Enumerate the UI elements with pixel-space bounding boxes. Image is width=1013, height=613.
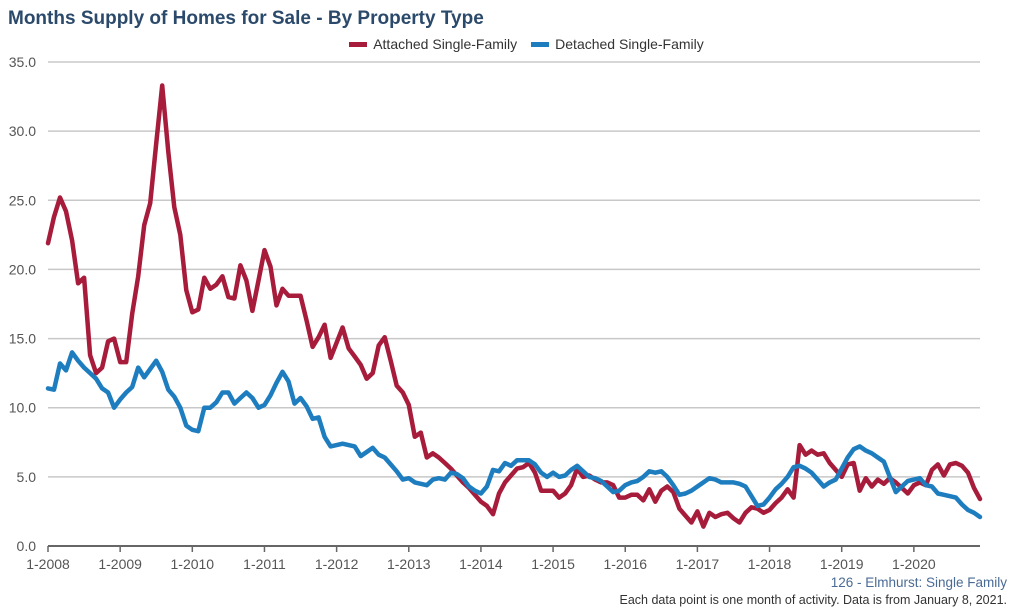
legend-label-attached: Attached Single-Family bbox=[373, 36, 518, 52]
series-lines bbox=[45, 83, 983, 529]
x-tick-label: 1-2020 bbox=[892, 556, 936, 572]
legend-label-detached: Detached Single-Family bbox=[555, 36, 704, 52]
y-tick-label: 35.0 bbox=[9, 54, 36, 70]
x-tick-label: 1-2017 bbox=[676, 556, 720, 572]
y-tick-label: 30.0 bbox=[9, 123, 36, 139]
legend-swatch-attached bbox=[349, 41, 368, 47]
x-tick-label: 1-2010 bbox=[171, 556, 215, 572]
series-line-detached bbox=[45, 350, 983, 520]
legend-item-detached[interactable]: Detached Single-Family bbox=[531, 36, 704, 52]
x-axis: 1-2008 1-2009 1-2010 1-2011 1-2012 1-2013 1-20… bbox=[26, 546, 936, 572]
footnote: Each data point is one month of activity… bbox=[619, 593, 1007, 607]
chart-title: Months Supply of Homes for Sale - By Pro… bbox=[8, 8, 484, 29]
series-line-attached bbox=[45, 83, 983, 529]
y-tick-label: 15.0 bbox=[9, 331, 36, 347]
x-tick-label: 1-2009 bbox=[98, 556, 142, 572]
legend-swatch-detached bbox=[531, 41, 550, 47]
y-tick-label: 20.0 bbox=[9, 261, 36, 277]
x-tick-label: 1-2018 bbox=[748, 556, 792, 572]
x-tick-label: 1-2011 bbox=[243, 556, 286, 572]
x-tick-label: 1-2013 bbox=[387, 556, 431, 572]
legend-item-attached[interactable]: Attached Single-Family bbox=[349, 36, 517, 52]
x-tick-label: 1-2015 bbox=[531, 556, 575, 572]
legend: Attached Single-Family Detached Single-F… bbox=[0, 36, 1013, 52]
y-axis: 0.0 5.0 10.0 15.0 20.0 25.0 30.0 35.0 bbox=[9, 54, 36, 554]
y-tick-label: 10.0 bbox=[9, 400, 36, 416]
y-tick-label: 5.0 bbox=[17, 469, 37, 485]
x-tick-label: 1-2012 bbox=[315, 556, 359, 572]
y-tick-label: 25.0 bbox=[9, 192, 36, 208]
x-tick-label: 1-2016 bbox=[603, 556, 647, 572]
x-tick-label: 1-2008 bbox=[26, 556, 70, 572]
source-label: 126 - Elmhurst: Single Family bbox=[830, 575, 1007, 590]
y-tick-label: 0.0 bbox=[17, 538, 37, 554]
x-tick-label: 1-2014 bbox=[459, 556, 503, 572]
x-tick-label: 1-2019 bbox=[820, 556, 864, 572]
